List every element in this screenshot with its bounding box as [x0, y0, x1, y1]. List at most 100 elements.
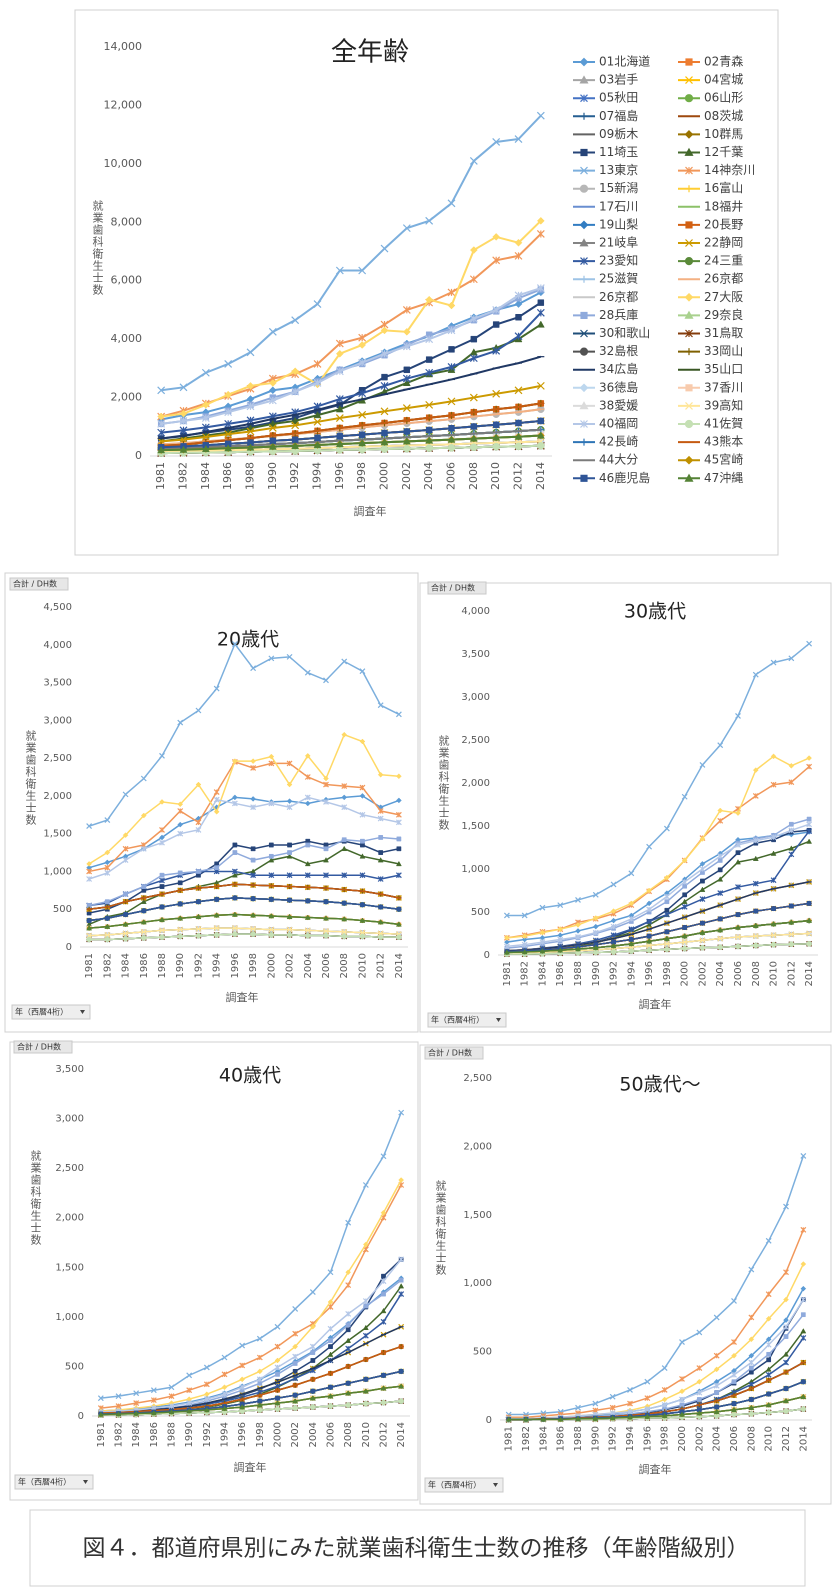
data-point	[359, 668, 366, 675]
data-point	[537, 299, 545, 306]
data-point	[753, 908, 759, 914]
data-point	[515, 314, 522, 321]
data-point	[195, 707, 202, 714]
chart-title: 20歳代	[217, 629, 279, 651]
series-line	[89, 927, 399, 937]
data-point	[800, 1379, 806, 1385]
data-point	[700, 920, 705, 926]
data-point	[358, 431, 366, 438]
legend-label: 20長野	[704, 217, 743, 231]
data-point	[86, 876, 93, 882]
data-point	[122, 832, 129, 839]
data-point	[425, 295, 434, 304]
data-point	[395, 811, 402, 818]
data-point	[492, 256, 501, 265]
data-point	[359, 793, 366, 799]
data-point	[305, 842, 311, 848]
data-point	[310, 1404, 316, 1410]
x-tick-label: 2010	[361, 1422, 372, 1447]
x-tick-label: 2004	[715, 961, 726, 986]
x-axis-title: 調査年	[639, 1462, 672, 1476]
data-point	[806, 941, 812, 947]
data-point	[224, 444, 233, 452]
data-point	[250, 796, 256, 802]
y-tick-label: 1,500	[43, 829, 72, 840]
data-point	[341, 928, 348, 935]
data-point	[610, 949, 617, 955]
y-tick-label: 0	[135, 449, 142, 462]
data-point	[377, 808, 384, 814]
data-point	[448, 346, 455, 353]
data-point	[213, 685, 220, 692]
x-tick-label: 1982	[177, 462, 190, 490]
dropdown-arrow	[496, 1018, 501, 1022]
legend-symbol	[684, 455, 694, 465]
data-point	[396, 906, 402, 912]
series-line	[89, 913, 399, 929]
data-point	[335, 405, 344, 413]
data-point	[731, 1401, 737, 1406]
data-point	[250, 765, 257, 771]
data-point	[177, 880, 183, 886]
x-tick-label: 1998	[355, 462, 368, 490]
x-tick-label: 1981	[84, 953, 95, 978]
data-point	[536, 308, 545, 317]
data-point	[396, 797, 402, 804]
legend-label: 45宮崎	[704, 452, 743, 467]
data-point	[313, 441, 322, 449]
legend-label: 26京都	[599, 290, 638, 304]
data-point	[304, 860, 311, 867]
data-point	[213, 925, 220, 932]
data-point	[323, 781, 329, 788]
data-point	[402, 378, 411, 387]
data-point	[681, 945, 688, 952]
series-line	[161, 434, 541, 452]
data-point	[748, 1369, 754, 1375]
data-point	[177, 830, 184, 837]
data-point	[425, 444, 433, 452]
x-tick-label: 2002	[694, 1426, 705, 1451]
x-tick-label: 2004	[422, 462, 435, 490]
data-point	[224, 430, 233, 439]
data-point	[358, 389, 367, 398]
data-point	[159, 839, 165, 846]
data-point	[448, 425, 455, 432]
data-point	[305, 898, 311, 904]
data-point	[664, 899, 670, 905]
legend-label: 07福島	[599, 108, 638, 123]
data-point	[783, 1334, 789, 1339]
data-point	[341, 837, 347, 843]
data-point	[358, 439, 367, 447]
data-point	[268, 386, 277, 395]
data-point	[469, 275, 478, 284]
x-tick-label: 2014	[534, 462, 547, 490]
field-label: 合計 / DH数	[428, 1048, 472, 1058]
data-point	[378, 850, 384, 855]
y-tick-label: 2,000	[463, 1141, 492, 1152]
legend-symbol	[580, 311, 588, 319]
data-point	[327, 1403, 334, 1409]
data-point	[291, 387, 300, 396]
data-point	[377, 771, 384, 778]
data-point	[748, 1411, 755, 1417]
x-tick-label: 1984	[121, 953, 132, 978]
x-tick-label: 2012	[786, 961, 797, 986]
series-line	[161, 384, 542, 443]
data-point	[699, 860, 706, 867]
data-point	[286, 853, 293, 859]
legend-symbol	[579, 383, 589, 393]
y-tick-label: 500	[471, 907, 490, 918]
data-point	[335, 414, 344, 422]
x-tick-label: 1988	[573, 1426, 584, 1451]
data-point	[157, 428, 166, 437]
data-point	[628, 948, 635, 954]
data-point	[717, 858, 723, 863]
x-tick-label: 1994	[220, 1422, 231, 1447]
y-tick-label: 4,000	[111, 332, 143, 345]
data-point	[345, 1380, 351, 1386]
y-tick-label: 500	[65, 1361, 84, 1372]
data-point	[363, 1400, 369, 1407]
data-point	[492, 421, 500, 428]
series-line	[161, 301, 542, 440]
y-tick-label: 2,000	[461, 778, 490, 789]
